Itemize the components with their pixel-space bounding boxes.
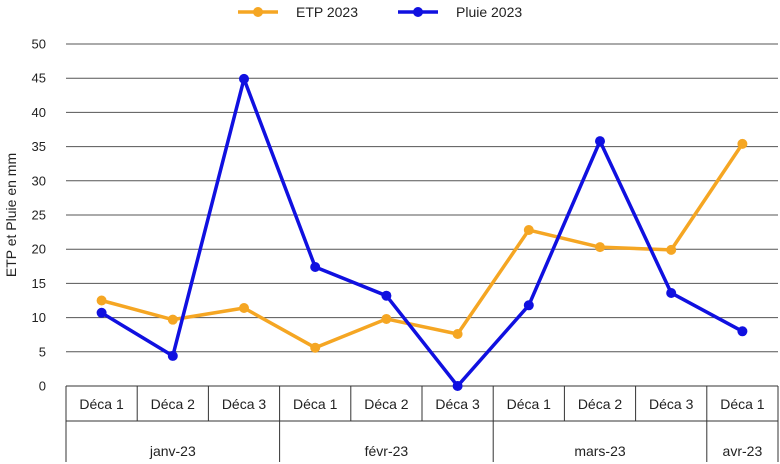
y-tick-label: 5 bbox=[39, 344, 46, 359]
legend: ETP 2023 Pluie 2023 bbox=[238, 4, 522, 20]
data-point bbox=[452, 329, 463, 340]
data-point bbox=[737, 326, 748, 337]
y-tick-label: 40 bbox=[32, 105, 46, 120]
data-point bbox=[167, 314, 178, 325]
x-tick-label: Déca 3 bbox=[649, 396, 694, 412]
y-tick-label: 0 bbox=[39, 379, 46, 394]
gridlines bbox=[66, 43, 778, 387]
data-point bbox=[167, 350, 178, 361]
x-tick-label: Déca 1 bbox=[293, 396, 338, 412]
x-tick-label: Déca 1 bbox=[79, 396, 124, 412]
data-point bbox=[310, 261, 321, 272]
y-tick-label: 25 bbox=[32, 208, 46, 223]
x-tick-label: Déca 1 bbox=[507, 396, 552, 412]
group-label: févr-23 bbox=[365, 443, 409, 459]
data-point bbox=[523, 225, 534, 236]
data-point bbox=[595, 136, 605, 147]
y-tick-label: 20 bbox=[32, 242, 46, 257]
x-tick-label: Déca 1 bbox=[720, 396, 765, 412]
x-tick-label: Déca 2 bbox=[364, 396, 409, 412]
data-point bbox=[595, 242, 605, 253]
series-lines bbox=[96, 73, 748, 391]
y-tick-label: 35 bbox=[32, 139, 46, 154]
data-point bbox=[96, 295, 107, 306]
y-tick-label: 45 bbox=[32, 71, 46, 86]
legend-marker bbox=[413, 7, 423, 17]
legend-label: Pluie 2023 bbox=[456, 4, 522, 20]
data-point bbox=[452, 381, 463, 391]
x-tick-label: Déca 3 bbox=[435, 396, 480, 412]
data-point bbox=[523, 300, 534, 311]
data-point bbox=[666, 287, 677, 298]
y-tick-label: 10 bbox=[32, 310, 46, 325]
data-point bbox=[666, 244, 677, 255]
x-tick-label: Déca 2 bbox=[578, 396, 623, 412]
group-label: janv-23 bbox=[149, 443, 196, 459]
data-point bbox=[239, 73, 249, 84]
data-point bbox=[310, 342, 321, 353]
data-point bbox=[239, 303, 249, 314]
legend-marker bbox=[253, 7, 263, 17]
x-tick-label: Déca 2 bbox=[151, 396, 196, 412]
series-line bbox=[101, 142, 744, 350]
y-tick-label: 50 bbox=[32, 37, 46, 52]
y-axis-label: ETP et Pluie en mm bbox=[3, 153, 19, 277]
y-axis-ticks: 0 5 10 15 20 25 30 35 40 45 50 bbox=[32, 37, 46, 394]
data-point bbox=[96, 307, 107, 318]
category-labels: Déca 1 Déca 2 Déca 3 Déca 1 Déca 2 Déca 3 Déca… bbox=[79, 396, 764, 459]
data-point bbox=[381, 313, 392, 324]
x-tick-label: Déca 3 bbox=[222, 396, 267, 412]
y-tick-label: 15 bbox=[32, 276, 46, 291]
category-axis-table bbox=[65, 386, 779, 462]
data-point bbox=[737, 138, 748, 149]
group-label: avr-23 bbox=[723, 443, 763, 459]
y-tick-label: 30 bbox=[32, 173, 46, 188]
legend-label: ETP 2023 bbox=[296, 4, 358, 20]
group-label: mars-23 bbox=[574, 443, 626, 459]
data-point bbox=[381, 290, 392, 301]
series-line bbox=[100, 77, 744, 388]
